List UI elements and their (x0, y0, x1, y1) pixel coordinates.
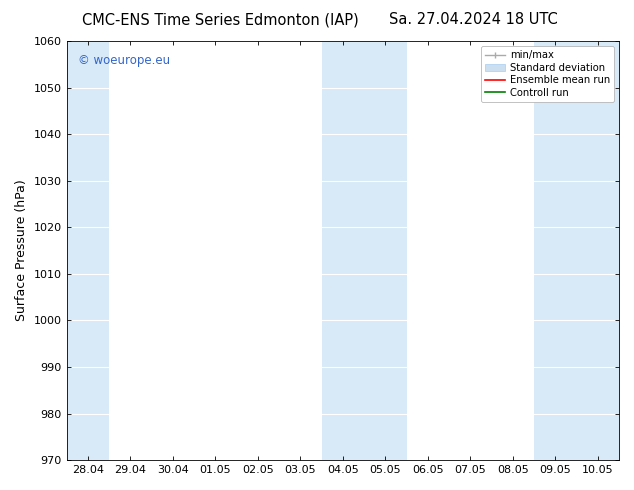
Legend: min/max, Standard deviation, Ensemble mean run, Controll run: min/max, Standard deviation, Ensemble me… (481, 46, 614, 101)
Bar (321, 41, 406, 460)
Text: Sa. 27.04.2024 18 UTC: Sa. 27.04.2024 18 UTC (389, 12, 558, 27)
Y-axis label: Surface Pressure (hPa): Surface Pressure (hPa) (15, 180, 28, 321)
Text: © woeurope.eu: © woeurope.eu (77, 53, 170, 67)
Bar (534, 41, 619, 460)
Text: CMC-ENS Time Series Edmonton (IAP): CMC-ENS Time Series Edmonton (IAP) (82, 12, 359, 27)
Bar (67, 41, 109, 460)
